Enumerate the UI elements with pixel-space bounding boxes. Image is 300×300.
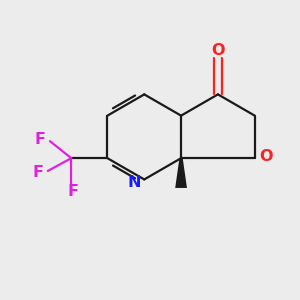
Polygon shape: [175, 158, 187, 188]
Text: F: F: [68, 184, 78, 200]
Text: O: O: [260, 149, 273, 164]
Text: F: F: [33, 165, 44, 180]
Text: F: F: [35, 132, 46, 147]
Text: O: O: [211, 43, 225, 58]
Text: N: N: [128, 175, 141, 190]
